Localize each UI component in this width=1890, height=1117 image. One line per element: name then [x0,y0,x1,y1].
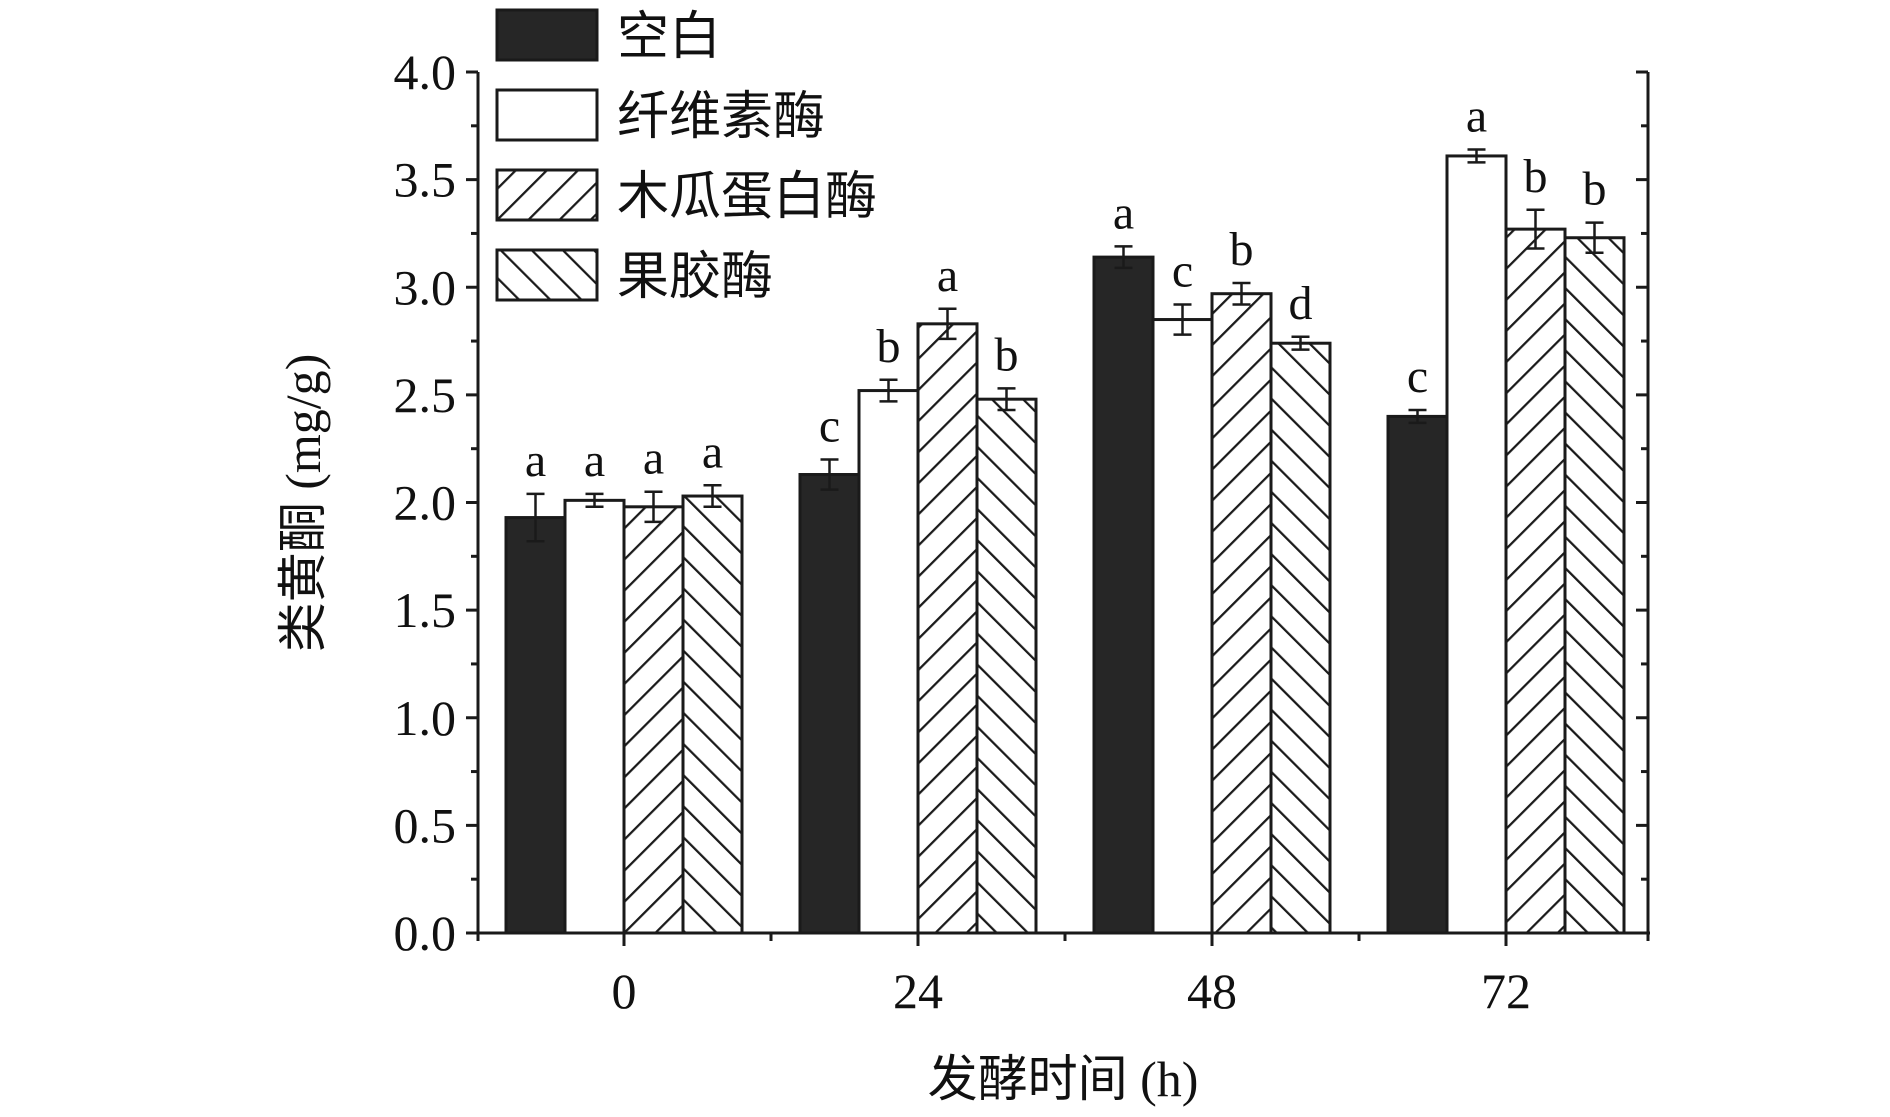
legend-label: 纤维素酶 [617,89,825,146]
bar [1563,236,1626,935]
y-tick-label: 1.5 [394,582,457,638]
significance-label: a [1113,186,1134,239]
significance-label: c [819,399,840,452]
significance-label: a [525,434,546,487]
y-tick-label: 1.0 [394,690,457,746]
significance-label: c [1172,244,1193,297]
x-axis-title: 发酵时间 (h) [928,1051,1199,1107]
y-tick-label: 0.5 [394,797,457,853]
legend-label: 果胶酶 [617,249,773,306]
bar [1151,318,1214,935]
y-axis-title: 类黄酮 (mg/g) [275,354,331,653]
bar [916,322,979,935]
bar [681,494,744,935]
bar [563,498,626,935]
significance-label: b [1583,163,1607,216]
bar [1504,227,1567,935]
y-tick-label: 4.0 [394,44,457,100]
legend-label: 空白 [617,9,721,66]
significance-label: a [643,432,664,485]
x-tick-label: 0 [612,963,637,1019]
significance-label: a [937,249,958,302]
significance-label: b [877,320,901,373]
bar [1269,341,1332,935]
y-tick-label: 2.0 [394,475,457,531]
significance-label: d [1289,277,1313,330]
bar [798,473,861,935]
legend-swatch [495,168,599,222]
y-tick-label: 3.5 [394,152,457,208]
y-tick-label: 0.0 [394,905,457,961]
significance-label: b [1230,223,1254,276]
bar [975,397,1038,935]
legend-swatch [495,88,599,142]
y-tick-label: 2.5 [394,367,457,423]
bar [1092,255,1155,935]
x-tick-label: 48 [1187,963,1237,1019]
legend-swatch [495,248,599,302]
bar [1386,414,1449,935]
legend-label: 木瓜蛋白酶 [617,169,877,226]
bar [622,505,685,935]
bar [504,516,567,935]
significance-label: a [702,425,723,478]
bar [1445,154,1508,935]
significance-label: c [1407,350,1428,403]
y-tick-label: 3.0 [394,259,457,315]
bar [857,389,920,935]
significance-label: b [1524,150,1548,203]
significance-label: a [584,434,605,487]
bar [1210,292,1273,935]
significance-label: b [995,328,1019,381]
x-tick-label: 24 [893,963,943,1019]
significance-label: a [1466,89,1487,142]
legend-swatch [495,8,599,62]
x-tick-label: 72 [1481,963,1531,1019]
